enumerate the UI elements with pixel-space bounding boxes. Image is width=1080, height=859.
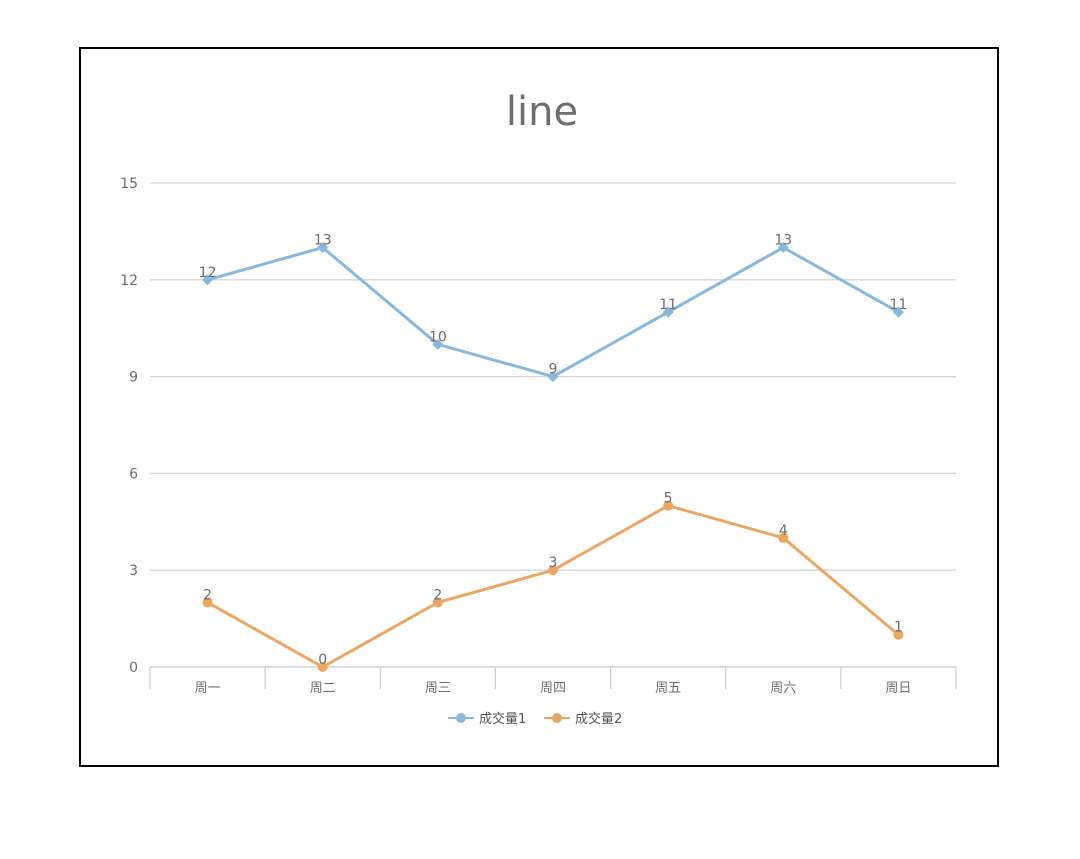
data-label: 12	[199, 265, 217, 281]
x-tick-label: 周四	[540, 681, 566, 696]
data-point-marker[interactable]	[548, 565, 558, 576]
data-point-marker[interactable]	[547, 371, 559, 383]
data-label: 11	[890, 297, 908, 313]
y-tick-label: 15	[120, 176, 138, 192]
data-label: 13	[314, 233, 332, 249]
data-label: 2	[433, 587, 442, 603]
chart-frame: line 0 3 6 9 12 15 周一 周二 周三 周四 周五 周六 周日 12 13 10 9 11 13…	[79, 47, 999, 767]
data-label: 5	[664, 491, 673, 507]
data-label: 3	[549, 555, 558, 571]
x-tick-label: 周二	[310, 681, 336, 696]
x-tick-label: 周五	[655, 681, 681, 696]
data-label: 11	[659, 297, 677, 313]
data-point-marker[interactable]	[432, 597, 443, 608]
data-label: 1	[894, 620, 903, 636]
data-label: 10	[429, 329, 447, 345]
data-label: 0	[318, 652, 327, 668]
data-point-marker[interactable]	[432, 338, 444, 350]
data-label: 2	[203, 587, 212, 603]
x-tick-label: 周三	[425, 681, 451, 696]
legend-swatch-marker	[456, 713, 466, 723]
legend[interactable]: 成交量1 成交量2	[448, 711, 622, 727]
x-axis-tick-labels: 周一 周二 周三 周四 周五 周六 周日	[195, 681, 912, 696]
legend-item[interactable]: 成交量2	[544, 711, 622, 727]
data-point-marker[interactable]	[202, 597, 213, 608]
y-tick-label: 12	[120, 273, 138, 289]
y-tick-label: 0	[129, 660, 138, 676]
y-axis-ticks: 0 3 6 9 12 15	[120, 176, 138, 676]
x-tick-label: 周一	[195, 681, 221, 696]
chart-title: line	[506, 89, 578, 135]
series-line	[206, 504, 900, 669]
data-point-marker[interactable]	[317, 242, 329, 254]
series-layer	[202, 242, 904, 672]
data-labels: 12 13 10 9 11 13 11 2 0 2 3 5 4 1	[199, 233, 908, 668]
data-point-marker[interactable]	[317, 662, 328, 672]
legend-label: 成交量1	[479, 711, 526, 727]
data-label: 9	[549, 362, 558, 378]
data-point-marker[interactable]	[662, 306, 674, 318]
y-tick-label: 9	[129, 370, 138, 386]
data-point-marker[interactable]	[893, 629, 904, 640]
data-point-marker[interactable]	[892, 306, 904, 318]
y-tick-label: 3	[129, 563, 138, 579]
data-point-marker[interactable]	[663, 500, 674, 511]
legend-label: 成交量2	[575, 711, 622, 727]
x-tick-label: 周日	[885, 681, 911, 696]
legend-swatch-marker	[552, 713, 562, 723]
data-label: 4	[779, 523, 788, 539]
x-axis	[149, 666, 957, 689]
y-tick-label: 6	[129, 466, 138, 482]
data-label: 13	[774, 233, 792, 249]
data-point-marker[interactable]	[778, 532, 789, 543]
series-line	[206, 246, 900, 379]
legend-item[interactable]: 成交量1	[448, 711, 526, 727]
data-point-marker[interactable]	[777, 242, 789, 254]
data-point-marker[interactable]	[202, 274, 214, 286]
x-tick-label: 周六	[770, 681, 796, 696]
